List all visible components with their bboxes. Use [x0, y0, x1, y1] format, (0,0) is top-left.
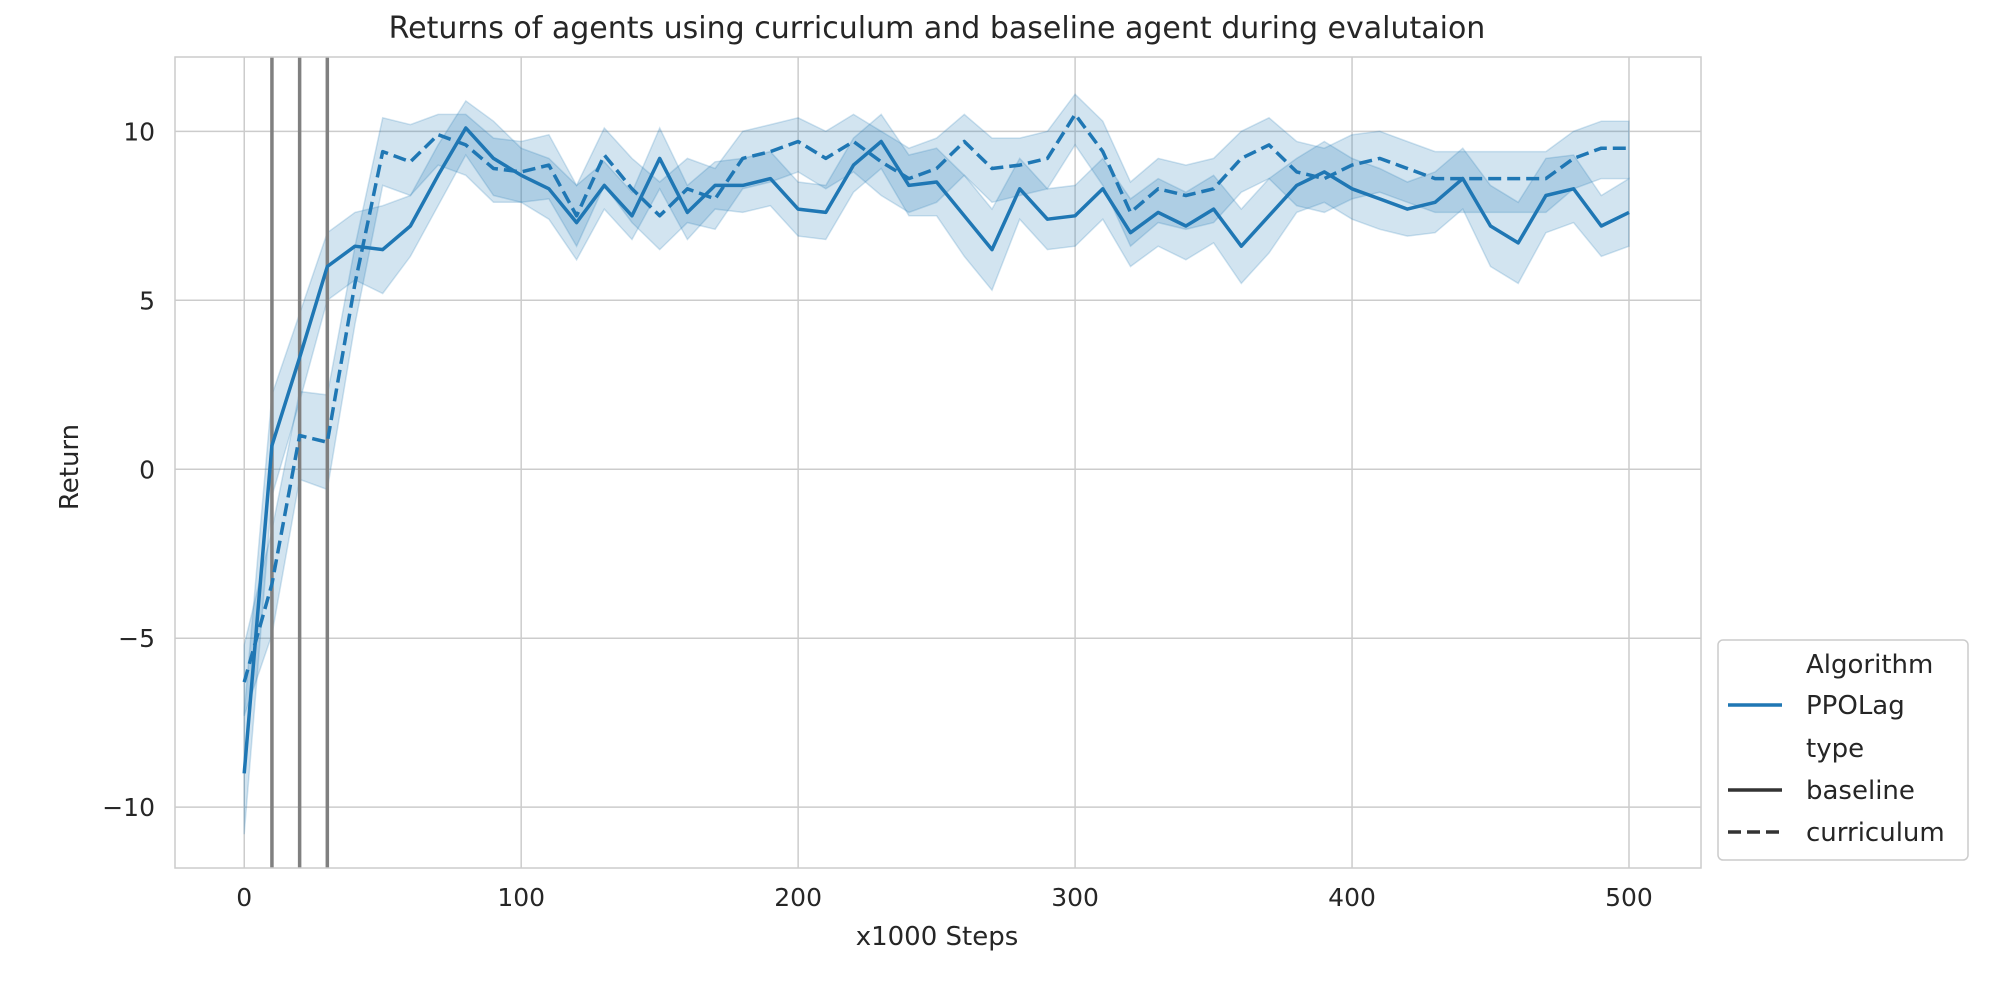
x-tick-label: 100 [497, 883, 545, 912]
x-axis-label: x1000 Steps [856, 922, 1019, 952]
legend: Algorithm PPOLag type baseline curriculu… [1717, 639, 1969, 861]
legend-curriculum-label: curriculum [1806, 818, 1945, 848]
y-tick-label: −5 [118, 624, 155, 653]
x-tick-label: 300 [1051, 883, 1099, 912]
tick-labels: 0 100 200 300 400 500 −10 −5 0 5 10 [102, 117, 1653, 912]
y-axis-label: Return [55, 424, 85, 510]
series-line-curriculum [242, 112, 1629, 683]
series-line-baseline [242, 126, 1630, 774]
plot-frame [174, 56, 1702, 869]
series-lines [242, 112, 1630, 774]
legend-ppolag-label: PPOLag [1806, 691, 1905, 721]
x-tick-label: 400 [1328, 883, 1376, 912]
y-tick-label: −10 [102, 793, 155, 822]
legend-hue-title: Algorithm [1806, 650, 1933, 680]
legend-baseline-label: baseline [1806, 776, 1915, 806]
x-tick-label: 200 [774, 883, 822, 912]
grid [175, 57, 1701, 868]
confidence-band-baseline [243, 99, 1630, 835]
legend-style-title: type [1806, 734, 1864, 764]
x-tick-label: 0 [236, 883, 252, 912]
chart-title: Returns of agents using curriculum and b… [389, 11, 1486, 46]
confidence-band-curriculum [243, 93, 1630, 717]
legend-box [1717, 639, 1969, 861]
y-tick-label: 10 [123, 117, 155, 146]
y-tick-label: 5 [139, 286, 155, 315]
x-tick-label: 500 [1605, 883, 1653, 912]
y-tick-label: 0 [139, 455, 155, 484]
